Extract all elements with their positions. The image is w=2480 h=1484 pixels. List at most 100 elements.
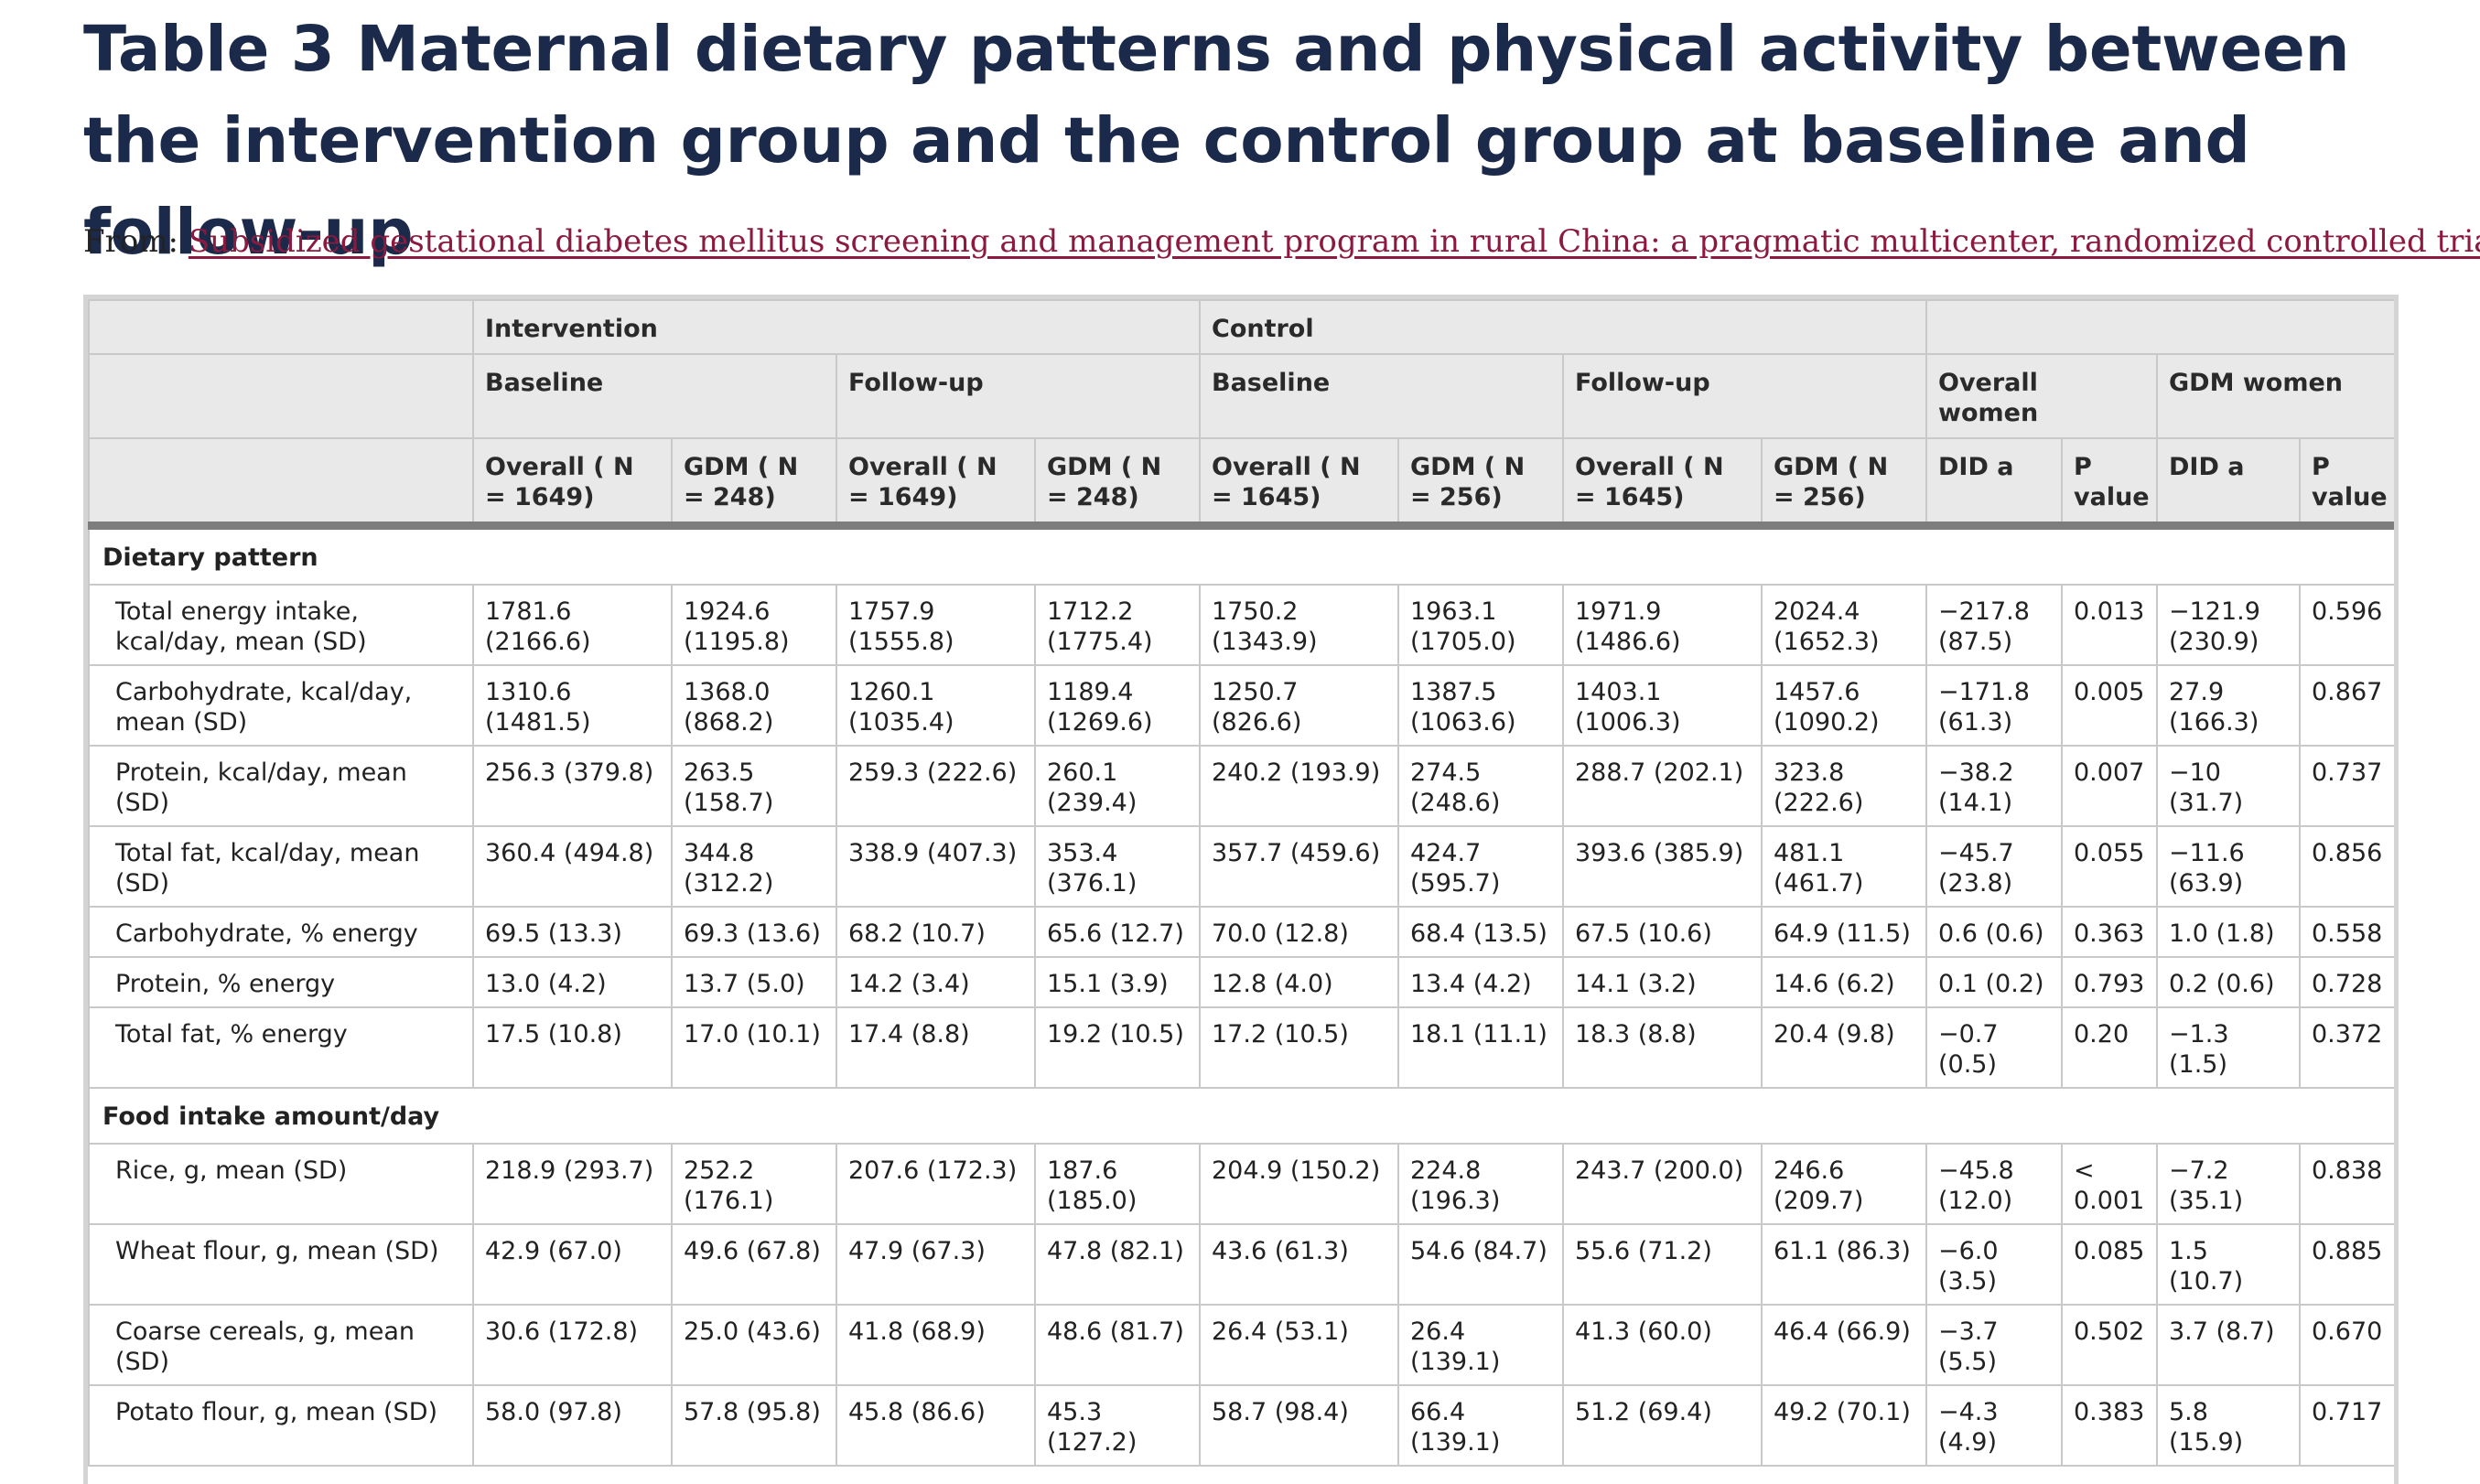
- table-row: Carbohydrate, % energy 69.5 (13.3) 69.3 (1…: [88, 906, 2394, 958]
- table-cell: 288.7 (202.1): [1562, 745, 1763, 827]
- table-cell: 1368.0 (868.2): [671, 664, 837, 747]
- row-label: Potato flour, g, mean (SD): [88, 1384, 474, 1467]
- table-row: Total fat, kcal/day, mean (SD) 360.4 (494…: [88, 825, 2394, 908]
- table-cell: 0.363: [2061, 906, 2158, 958]
- table-cell: 207.6 (172.3): [836, 1143, 1036, 1225]
- header-intervention: Intervention: [472, 299, 1201, 355]
- table-cell: 67.5 (10.6): [1562, 906, 1763, 958]
- table-cell: −4.3 (4.9): [1925, 1384, 2063, 1467]
- table-cell: 0.013: [2061, 584, 2158, 666]
- row-label: Total fat, kcal/day, mean (SD): [88, 825, 474, 908]
- table-cell: 0.867: [2299, 664, 2394, 747]
- table-cell: 18.1 (11.1): [1397, 1006, 1564, 1089]
- table-container: Intervention Control Baseline Follow-up …: [83, 295, 2399, 1484]
- header-empty-cell: [88, 353, 474, 439]
- table-cell: 1.0 (1.8): [2156, 906, 2301, 958]
- table-cell: 204.9 (150.2): [1199, 1143, 1399, 1225]
- table-header: Intervention Control Baseline Follow-up …: [88, 299, 2394, 530]
- header-followup: Follow-up: [836, 353, 1201, 439]
- table-cell: 323.8 (222.6): [1761, 745, 1927, 827]
- table-cell: 61.1 (86.3): [1761, 1223, 1927, 1306]
- table-cell: 20.4 (9.8): [1761, 1006, 1927, 1089]
- table-cell: 41.3 (60.0): [1562, 1304, 1763, 1386]
- table-cell: 0.558: [2299, 906, 2394, 958]
- column-header: Overall ( N = 1649): [836, 437, 1036, 530]
- table-cell: −1.3 (1.5): [2156, 1006, 2301, 1089]
- article-link[interactable]: Subsidized gestational diabetes mellitus…: [188, 223, 2480, 260]
- table-cell: 1750.2 (1343.9): [1199, 584, 1399, 666]
- column-header: DID a: [1925, 437, 2063, 530]
- table-cell: 0.737: [2299, 745, 2394, 827]
- table-cell: 0.885: [2299, 1223, 2394, 1306]
- table-cell: −38.2 (14.1): [1925, 745, 2063, 827]
- table-cell: 481.1 (461.7): [1761, 825, 1927, 908]
- row-label: Protein, % energy: [88, 956, 474, 1008]
- from-label: From:: [83, 223, 179, 260]
- header-empty-cell: [88, 437, 474, 530]
- section-title: Dietary pattern: [88, 524, 2394, 586]
- table-cell: 243.7 (200.0): [1562, 1143, 1763, 1225]
- table-cell: 1963.1 (1705.0): [1397, 584, 1564, 666]
- table-cell: 357.7 (459.6): [1199, 825, 1399, 908]
- table-cell: 360.4 (494.8): [472, 825, 673, 908]
- table-cell: −171.8 (61.3): [1925, 664, 2063, 747]
- table-cell: 46.4 (66.9): [1761, 1304, 1927, 1386]
- table-cell: 274.5 (248.6): [1397, 745, 1564, 827]
- table-cell: 259.3 (222.6): [836, 745, 1036, 827]
- table-cell: 393.6 (385.9): [1562, 825, 1763, 908]
- row-label: Wheat flour, g, mean (SD): [88, 1223, 474, 1306]
- source-line: From: Subsidized gestational diabetes me…: [83, 220, 2480, 263]
- table-cell: 260.1 (239.4): [1034, 745, 1201, 827]
- table-cell: 0.372: [2299, 1006, 2394, 1089]
- table-cell: 256.3 (379.8): [472, 745, 673, 827]
- column-header: P value: [2299, 437, 2394, 530]
- table-cell: 424.7 (595.7): [1397, 825, 1564, 908]
- table-cell: 70.0 (12.8): [1199, 906, 1399, 958]
- table-cell: 17.2 (10.5): [1199, 1006, 1399, 1089]
- table-cell: 27.9 (166.3): [2156, 664, 2301, 747]
- table-cell: < 0.001: [2061, 1143, 2158, 1225]
- table-cell: 338.9 (407.3): [836, 825, 1036, 908]
- section-row: Food intake amount/day: [88, 1087, 2394, 1145]
- table-cell: 13.7 (5.0): [671, 956, 837, 1008]
- table-row: Carbohydrate, kcal/day, mean (SD) 1310.6 …: [88, 664, 2394, 747]
- table-cell: 47.9 (67.3): [836, 1223, 1036, 1306]
- header-overall-women: Overall women: [1925, 353, 2158, 439]
- header-followup: Follow-up: [1562, 353, 1927, 439]
- table-cell: 43.6 (61.3): [1199, 1223, 1399, 1306]
- table-cell: 1387.5 (1063.6): [1397, 664, 1564, 747]
- header-baseline: Baseline: [472, 353, 837, 439]
- table-cell: −7.2 (35.1): [2156, 1143, 2301, 1225]
- column-header: GDM ( N = 256): [1761, 437, 1927, 530]
- table-cell: −45.8 (12.0): [1925, 1143, 2063, 1225]
- row-label: Total energy intake, kcal/day, mean (SD): [88, 584, 474, 666]
- section-row: Dietary pattern: [88, 524, 2394, 586]
- table-cell: −6.0 (3.5): [1925, 1223, 2063, 1306]
- table-cell: 57.8 (95.8): [671, 1384, 837, 1467]
- table-cell: 26.4 (53.1): [1199, 1304, 1399, 1386]
- table-cell: 58.0 (97.8): [472, 1384, 673, 1467]
- table-cell: 68.2 (10.7): [836, 906, 1036, 958]
- column-header: DID a: [2156, 437, 2301, 530]
- column-header: GDM ( N = 248): [1034, 437, 1201, 530]
- row-label: Rice, g, mean (SD): [88, 1143, 474, 1225]
- table-cell: 0.856: [2299, 825, 2394, 908]
- table-cell: 54.6 (84.7): [1397, 1223, 1564, 1306]
- table-cell: 1260.1 (1035.4): [836, 664, 1036, 747]
- table-cell: 0.502: [2061, 1304, 2158, 1386]
- table-cell: 15.1 (3.9): [1034, 956, 1201, 1008]
- table-cell: 64.9 (11.5): [1761, 906, 1927, 958]
- table-cell: 0.6 (0.6): [1925, 906, 2063, 958]
- table-cell: 1189.4 (1269.6): [1034, 664, 1201, 747]
- table-row: Total fat, % energy 17.5 (10.8) 17.0 (10.1…: [88, 1006, 2394, 1089]
- table-row: Protein, kcal/day, mean (SD) 256.3 (379.8…: [88, 745, 2394, 827]
- column-header: GDM ( N = 248): [671, 437, 837, 530]
- header-row-group: Intervention Control: [88, 299, 2394, 355]
- table-cell: 0.596: [2299, 584, 2394, 666]
- table-cell: 0.670: [2299, 1304, 2394, 1386]
- table-cell: 0.2 (0.6): [2156, 956, 2301, 1008]
- table-row: Rice, g, mean (SD) 218.9 (293.7) 252.2 (17…: [88, 1143, 2394, 1225]
- row-label: Coarse cereals, g, mean (SD): [88, 1304, 474, 1386]
- row-label: Carbohydrate, kcal/day, mean (SD): [88, 664, 474, 747]
- table-cell: 0.085: [2061, 1223, 2158, 1306]
